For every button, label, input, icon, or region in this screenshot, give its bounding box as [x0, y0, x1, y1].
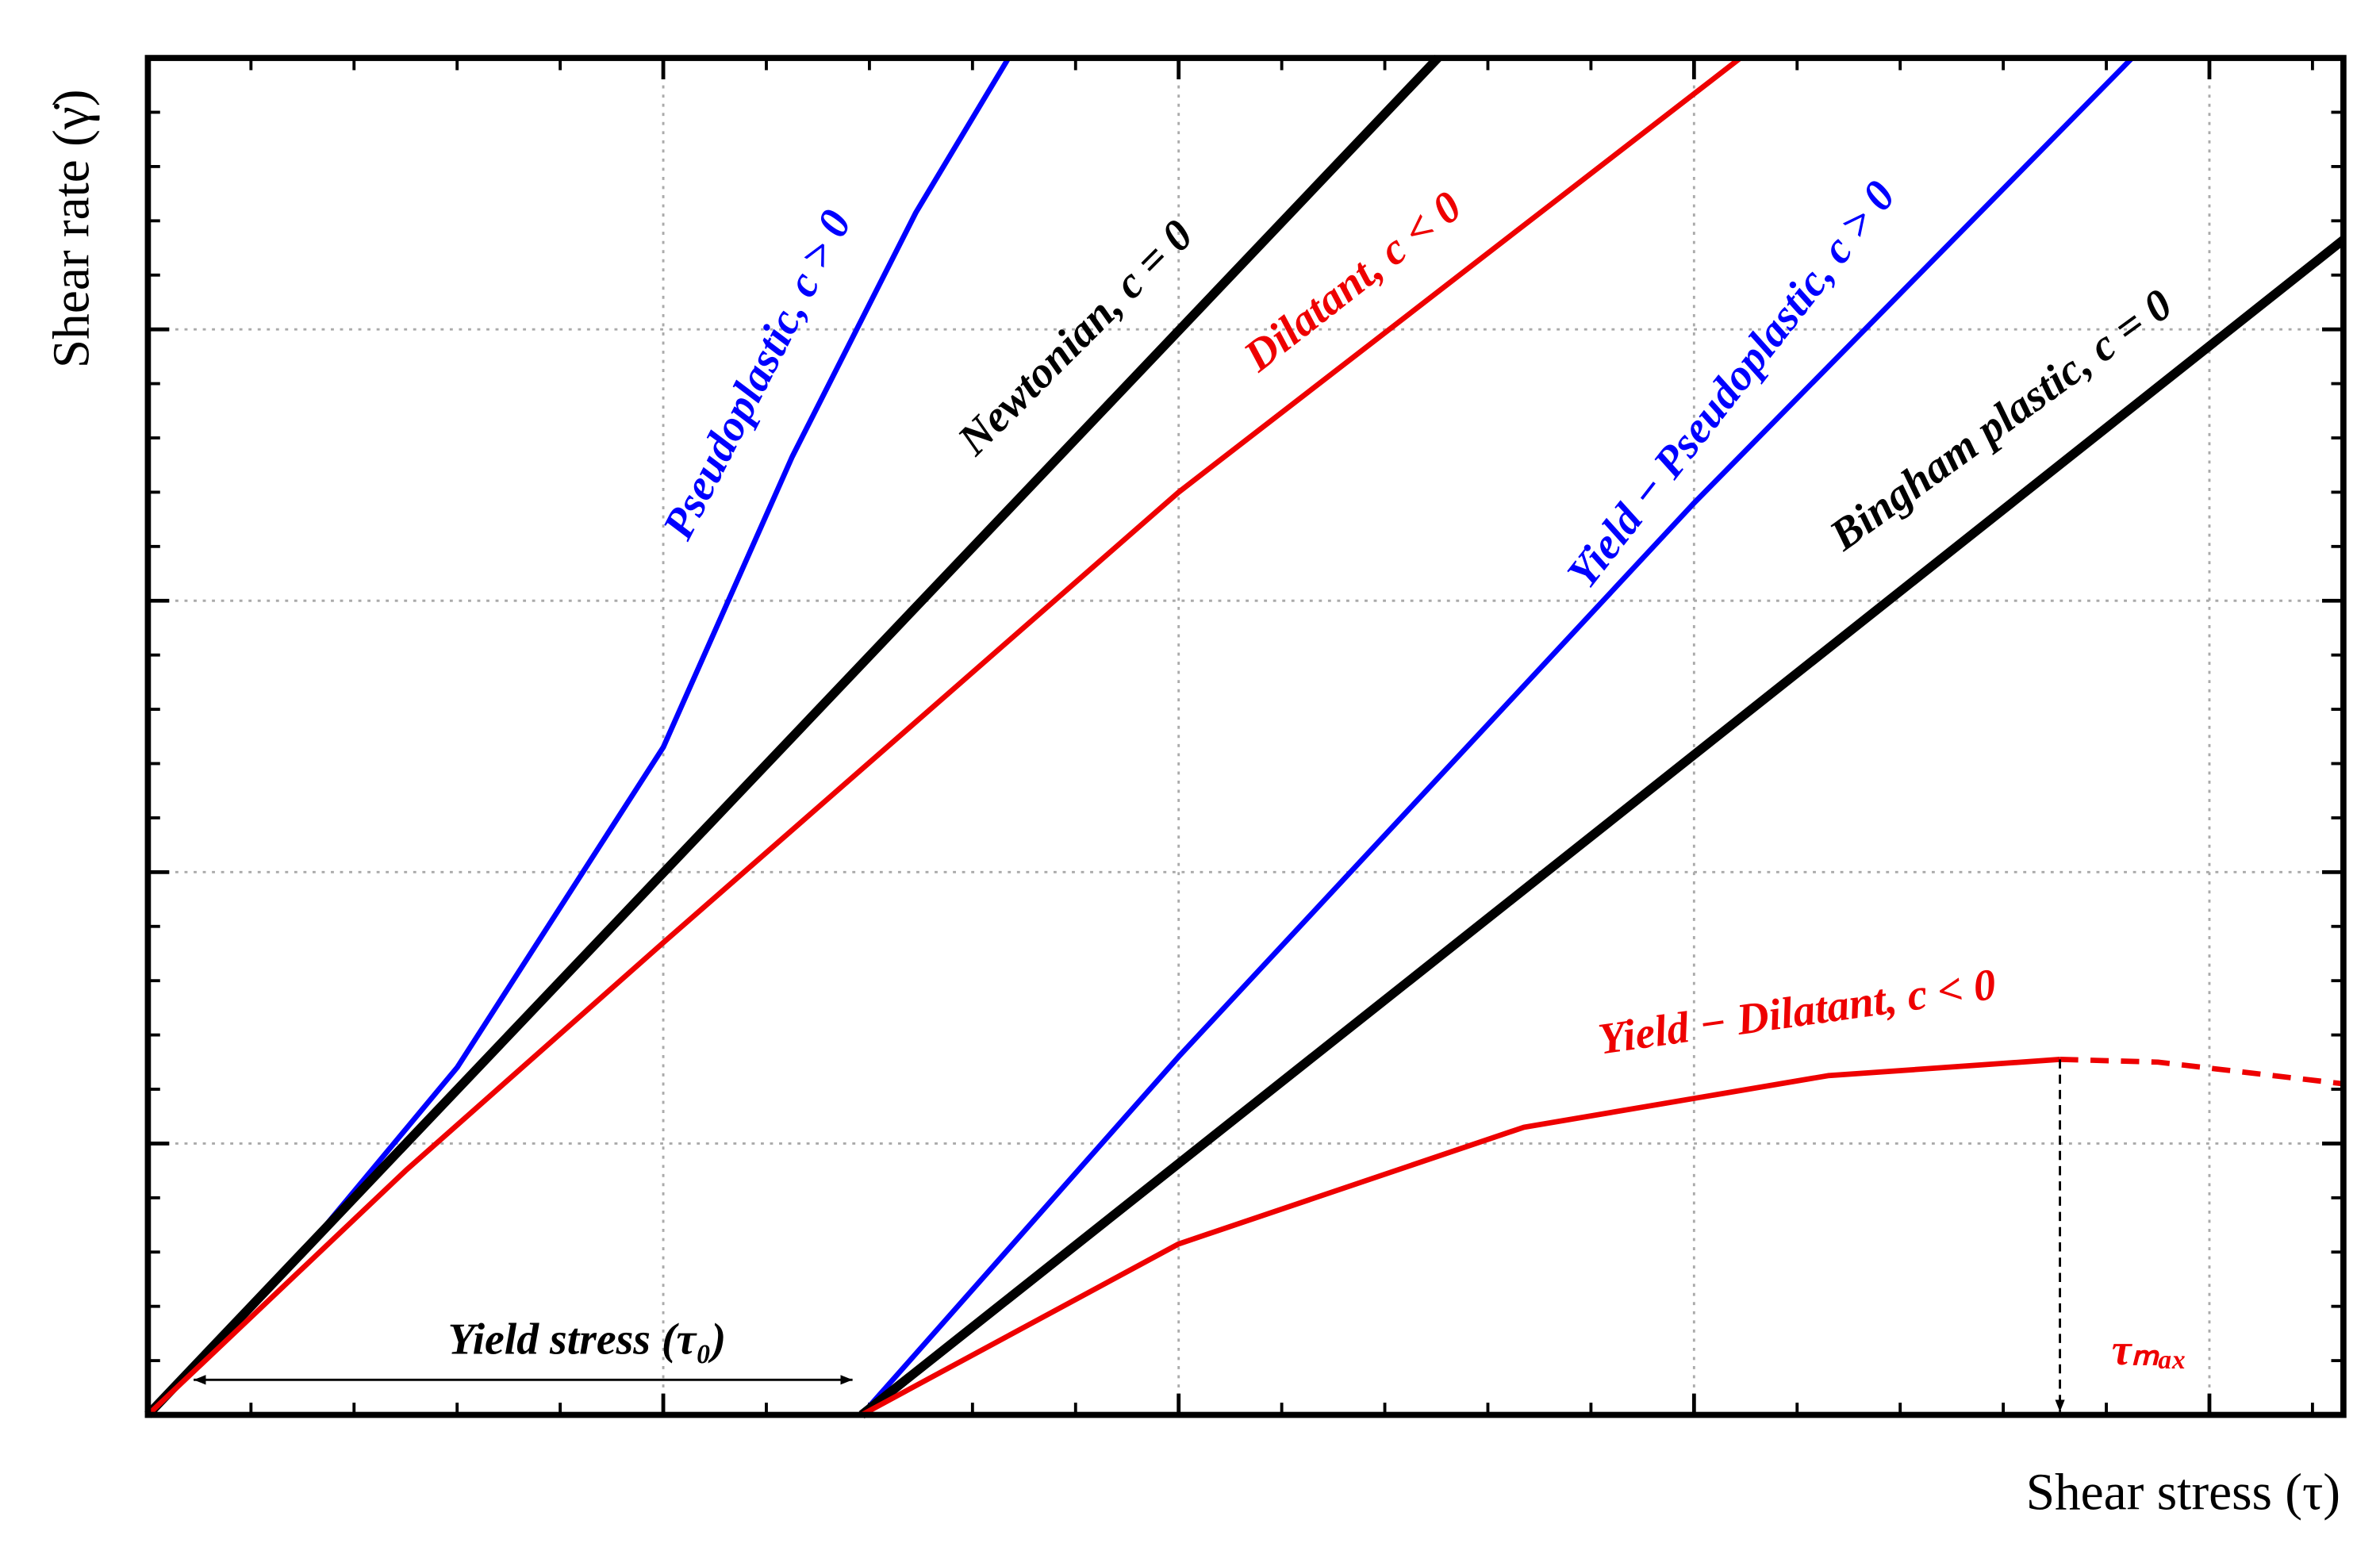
series-line: [860, 1057, 2060, 1418]
series-line: [858, 236, 2347, 1419]
series-line: [2059, 1057, 2344, 1087]
series-line: [146, 56, 1742, 1417]
plot-frame: [144, 55, 2347, 1418]
annotation: τₘₐₓ: [2112, 1326, 2187, 1375]
series-line: [144, 55, 1441, 1418]
series-line: [859, 56, 2134, 1417]
x-axis-label: Shear stress (τ): [2026, 1464, 2340, 1522]
y-axis-label: Shear rate (γ̇): [43, 89, 100, 368]
annotation: Yield stress (τ₀): [448, 1315, 727, 1365]
